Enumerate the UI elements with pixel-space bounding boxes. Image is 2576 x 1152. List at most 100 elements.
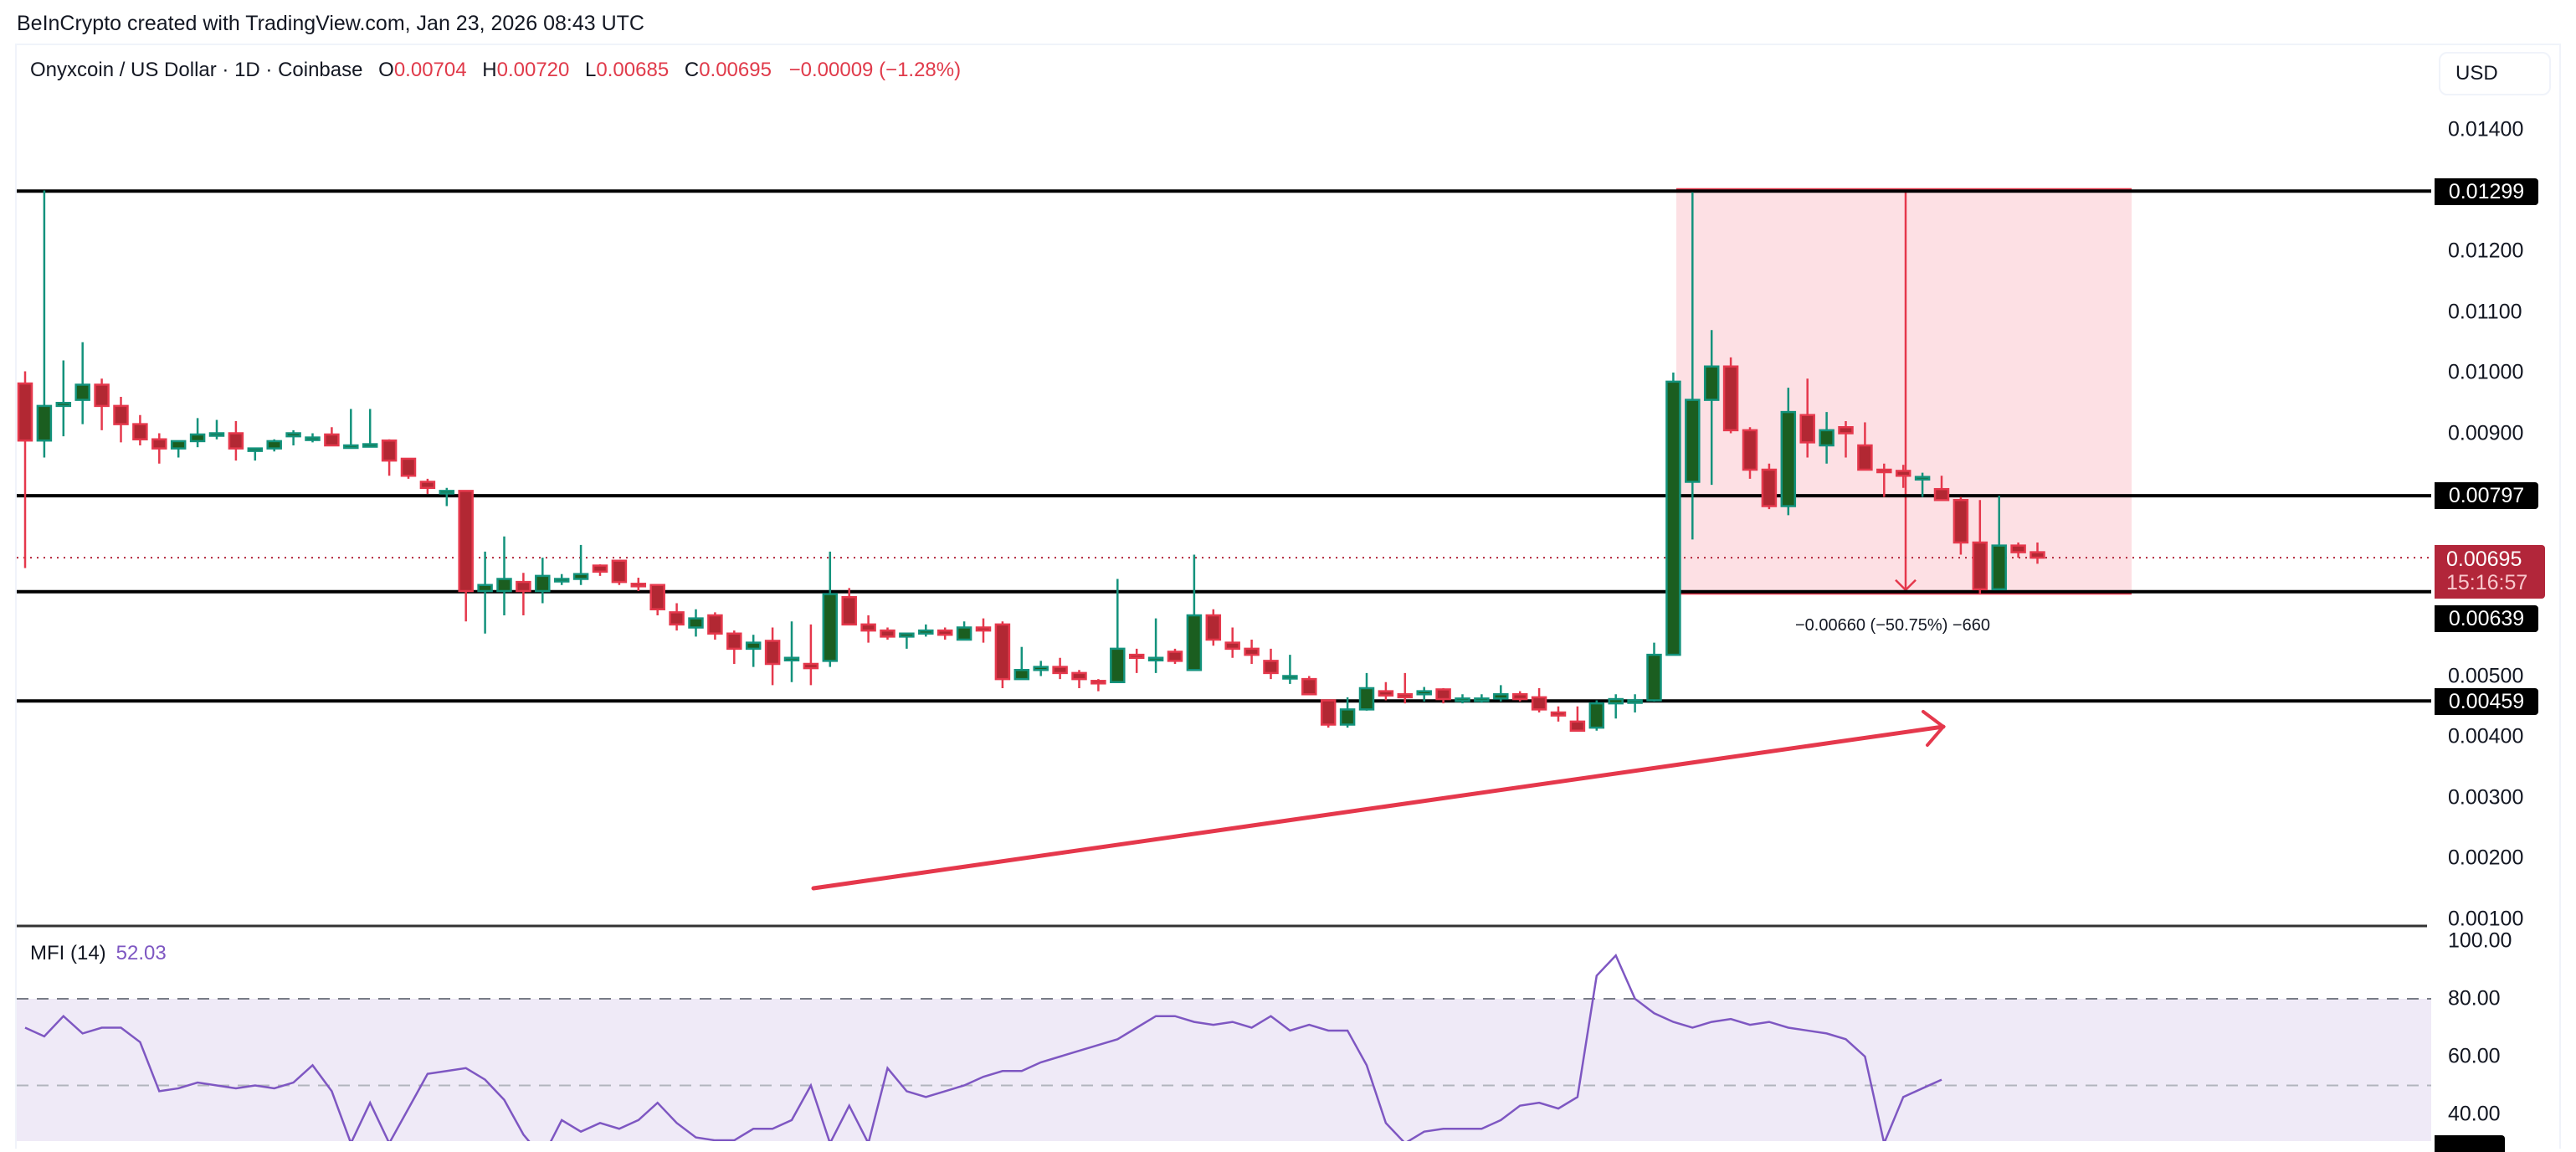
bear-candle <box>1838 426 1854 435</box>
bull-candle <box>918 629 934 635</box>
low-label: L <box>585 59 597 81</box>
level-tag-support: 0.00639 <box>2435 605 2538 632</box>
bear-candle <box>592 564 608 573</box>
bar-countdown: 15:16:57 <box>2446 571 2528 594</box>
bear-candle <box>324 433 340 447</box>
bear-candle <box>1224 641 1240 651</box>
bull-candle <box>1685 399 1701 483</box>
level-tag-support-bottom: 0.00459 <box>2435 688 2538 715</box>
level-tag-resistance: 0.00797 <box>2435 482 2538 509</box>
price-tick: 0.00100 <box>2448 907 2524 930</box>
currency-button[interactable]: USD <box>2439 52 2551 95</box>
price-tick: 0.00900 <box>2448 421 2524 445</box>
mfi-tick-80: 80.00 <box>2448 986 2501 1011</box>
bear-candle <box>1531 696 1547 711</box>
bear-candle <box>1435 688 1451 701</box>
price-tick: 0.00400 <box>2448 724 2524 748</box>
bull-candle <box>1282 675 1298 680</box>
bull-candle <box>783 656 800 661</box>
bear-candle <box>400 457 417 477</box>
bear-candle <box>1569 720 1586 732</box>
bull-candle <box>285 432 301 438</box>
bull-candle <box>1780 410 1797 507</box>
bull-candle <box>305 436 321 441</box>
price-tick: 0.01200 <box>2448 239 2524 263</box>
bull-candle <box>55 402 72 408</box>
bear-candle <box>669 611 685 626</box>
bear-candle <box>860 623 876 632</box>
bull-candle <box>36 404 53 442</box>
bull-candle <box>899 632 915 638</box>
bull-candle <box>1358 687 1375 711</box>
mfi-line <box>24 954 1942 1141</box>
bull-candle <box>1110 647 1126 683</box>
bull-candle <box>1608 697 1624 705</box>
symbol-legend[interactable]: Onyxcoin / US Dollar · 1D · Coinbase O0.… <box>30 59 961 82</box>
bear-candle <box>1722 365 1739 432</box>
bear-candle <box>516 580 531 593</box>
bear-candle <box>94 383 110 408</box>
bull-candle <box>1819 429 1835 447</box>
bear-candle <box>1320 699 1337 726</box>
bear-candle <box>1857 444 1873 471</box>
bull-candle <box>1991 544 2007 591</box>
bull-candle <box>1147 656 1164 661</box>
price-tick: 0.00300 <box>2448 785 2524 809</box>
price-tick: 0.00200 <box>2448 846 2524 870</box>
mfi-tick-40: 40.00 <box>2448 1102 2501 1126</box>
bull-candle <box>1033 666 1049 671</box>
bear-candle <box>994 623 1011 681</box>
bear-candle <box>841 596 857 626</box>
bear-candle <box>17 382 33 442</box>
bull-candle <box>266 440 282 450</box>
current-price-tag: 0.00695 15:16:57 <box>2435 545 2545 599</box>
bear-candle <box>707 614 723 635</box>
bull-candle <box>477 584 493 593</box>
bear-candle <box>1090 680 1106 685</box>
bull-candle <box>247 447 264 452</box>
bear-candle <box>228 432 244 450</box>
high-label: H <box>482 59 497 81</box>
bear-candle <box>1895 470 1911 477</box>
bear-candle <box>1128 653 1145 659</box>
bull-candle <box>208 432 225 437</box>
close-value: 0.00695 <box>699 59 772 81</box>
bear-candle <box>1205 614 1222 641</box>
bull-candle <box>535 574 551 593</box>
mfi-legend[interactable]: MFI (14) 52.03 <box>30 942 167 965</box>
mfi-tick-60: 60.00 <box>2448 1044 2501 1068</box>
mfi-value-tag <box>2435 1135 2505 1152</box>
bear-candle <box>611 559 628 584</box>
bull-candle <box>1416 690 1432 696</box>
bull-candle <box>1339 708 1356 726</box>
bear-candle <box>1742 429 1758 471</box>
bull-candle <box>170 440 187 450</box>
bear-candle <box>1378 690 1394 697</box>
bull-candle <box>1013 669 1030 681</box>
bull-candle <box>362 443 378 448</box>
bear-candle <box>936 629 953 636</box>
bear-candle <box>419 481 436 489</box>
bear-candle <box>975 626 992 632</box>
bear-candle <box>649 584 665 610</box>
bull-candle <box>745 641 762 651</box>
chart-credit: BeInCrypto created with TradingView.com,… <box>17 12 644 35</box>
bear-candle <box>630 583 647 588</box>
bull-candle <box>189 433 206 443</box>
bull-candle <box>343 444 359 450</box>
bear-candle <box>113 404 129 425</box>
bull-candle <box>1455 697 1470 702</box>
price-tick: 0.01000 <box>2448 360 2524 384</box>
bull-candle <box>1646 653 1662 702</box>
bear-candle <box>1953 499 1969 544</box>
bear-candle <box>2029 551 2045 559</box>
bull-candle <box>1627 699 1643 704</box>
bull-candle <box>74 383 90 401</box>
bear-candle <box>1972 541 1988 591</box>
current-price: 0.00695 <box>2446 548 2522 571</box>
bear-candle <box>381 439 398 462</box>
bear-candle <box>803 662 819 670</box>
bear-candle <box>1071 671 1087 681</box>
bull-candle <box>956 626 972 641</box>
